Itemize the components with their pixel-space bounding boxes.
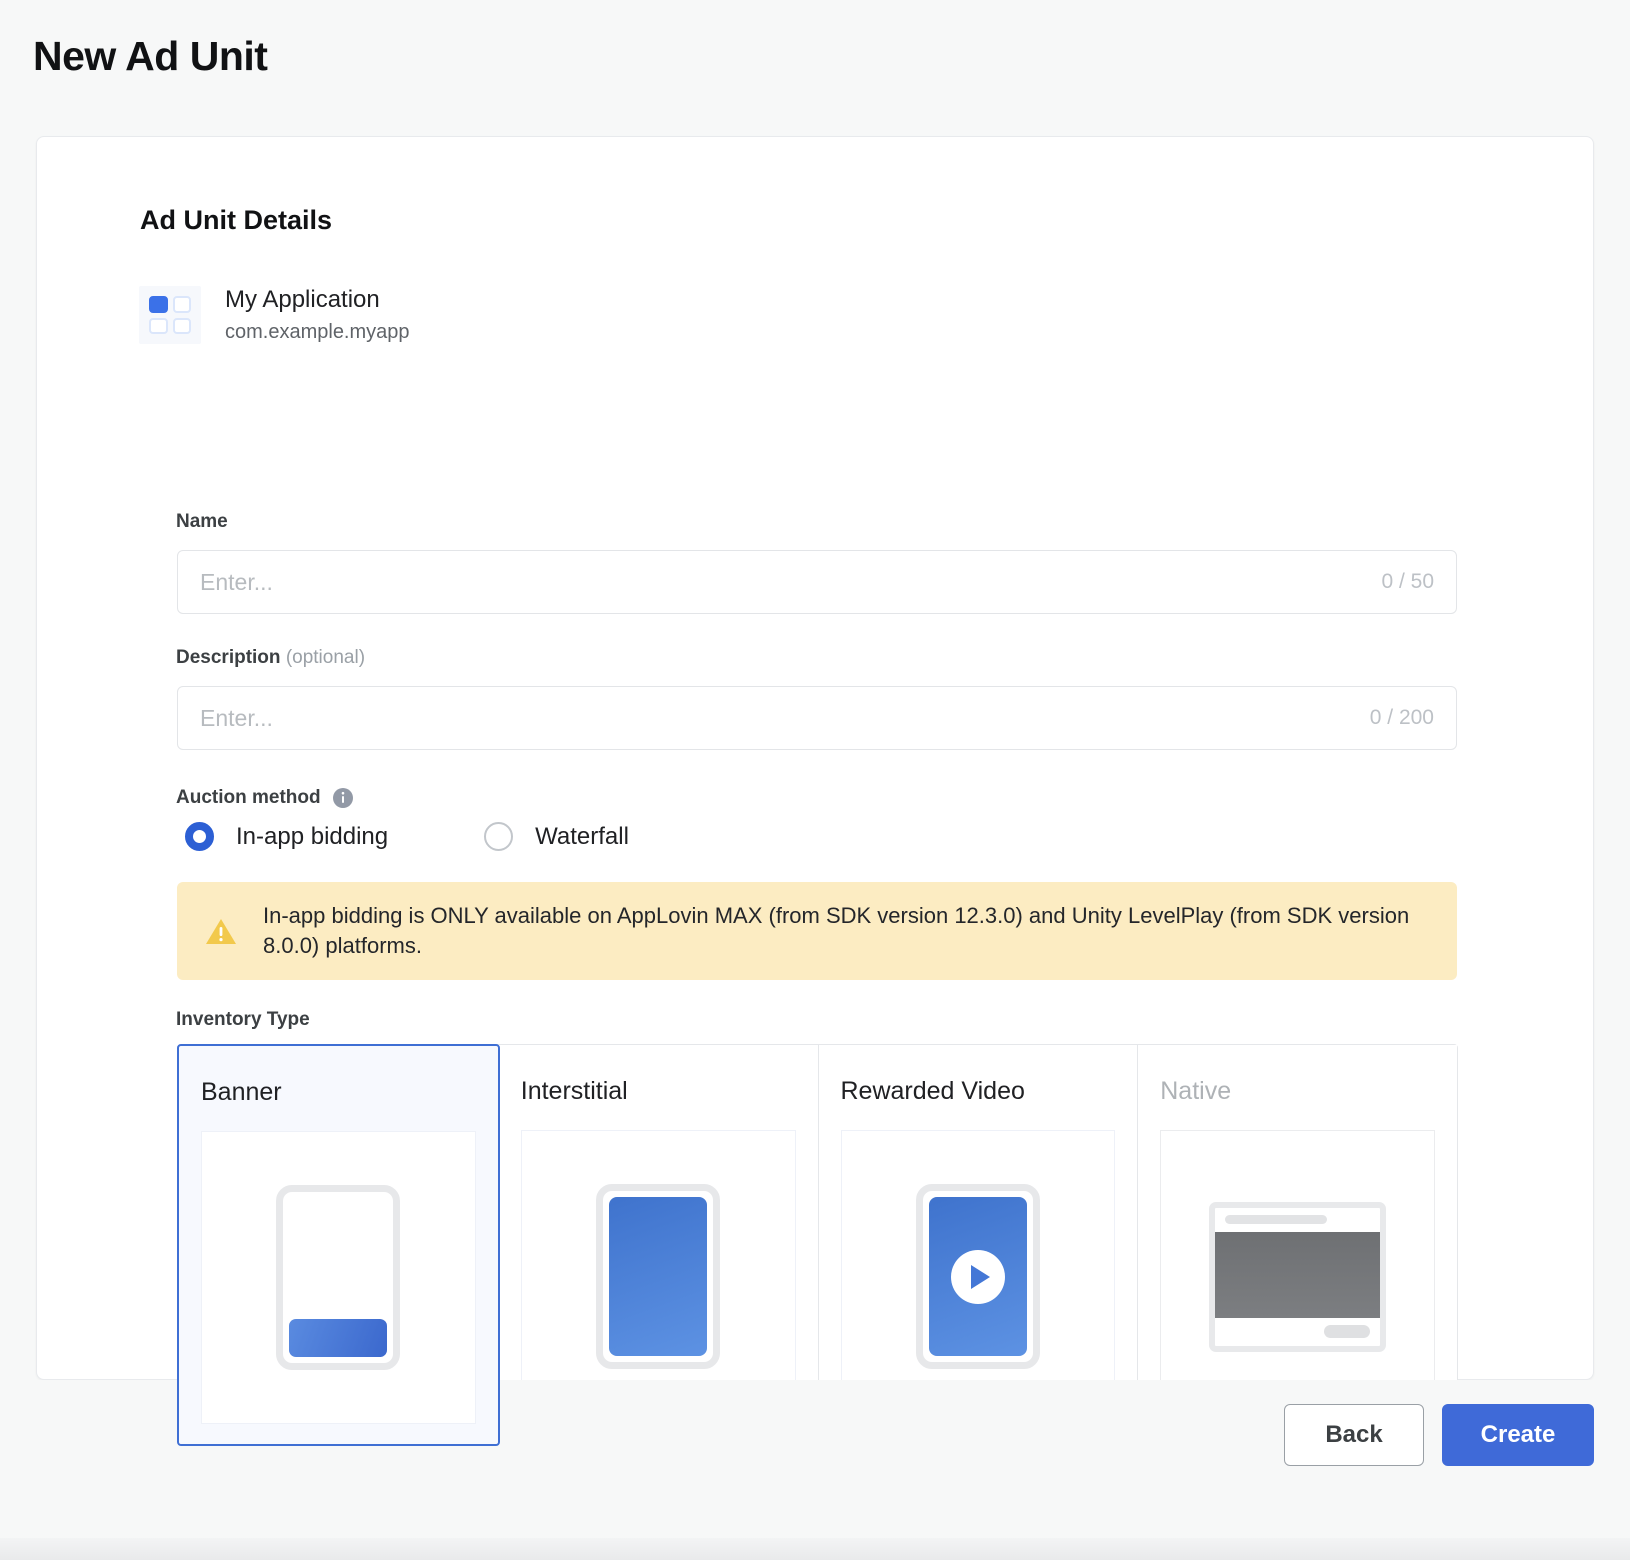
radio-waterfall[interactable]: Waterfall — [484, 822, 629, 851]
inventory-card-rewarded-video-preview — [840, 1130, 1116, 1423]
inventory-card-banner-title: Banner — [201, 1078, 282, 1106]
info-icon[interactable] — [331, 786, 355, 810]
fullscreen-fill-shape — [928, 1197, 1027, 1356]
inventory-type-grid: Banner Interstitial Rewarded Video — [177, 1044, 1458, 1446]
name-input[interactable]: Enter... 0 / 50 — [177, 550, 1457, 614]
phone-banner-icon — [276, 1185, 401, 1370]
inventory-card-native-preview — [1160, 1130, 1435, 1423]
app-name: My Application — [225, 286, 380, 313]
name-input-counter: 0 / 50 — [1381, 570, 1434, 593]
description-input-placeholder: Enter... — [200, 704, 273, 731]
native-headline-bar-shape — [1225, 1214, 1328, 1224]
inventory-card-rewarded-video[interactable]: Rewarded Video — [818, 1045, 1139, 1445]
auction-method-radio-group: In-app bidding Waterfall — [185, 822, 629, 851]
fullscreen-fill-shape — [609, 1197, 708, 1356]
app-grid-cell-1 — [149, 296, 168, 313]
ad-unit-details-card: Ad Unit Details My Application com.examp… — [36, 136, 1594, 1446]
inventory-card-native: Native — [1138, 1045, 1457, 1445]
app-text-block: My Application com.example.myapp — [225, 285, 410, 345]
bottom-strip — [0, 1538, 1630, 1560]
phone-play-icon — [915, 1184, 1040, 1369]
name-label: Name — [176, 511, 228, 532]
native-cta-pill-shape — [1324, 1325, 1371, 1338]
description-label: Description (optional) — [176, 647, 366, 668]
create-button[interactable]: Create — [1442, 1404, 1594, 1466]
app-grid-cell-2 — [172, 296, 191, 313]
inventory-card-rewarded-video-title: Rewarded Video — [840, 1077, 1025, 1105]
back-button[interactable]: Back — [1284, 1404, 1424, 1466]
description-optional-suffix: (optional) — [285, 647, 366, 668]
inventory-card-interstitial-preview — [520, 1130, 796, 1423]
in-app-bidding-warning-banner: In-app bidding is ONLY available on AppL… — [177, 882, 1457, 980]
page-title: New Ad Unit — [33, 33, 268, 79]
warning-triangle-icon — [203, 913, 239, 949]
radio-in-app-bidding-label: In-app bidding — [236, 822, 389, 850]
inventory-card-interstitial[interactable]: Interstitial — [498, 1045, 819, 1445]
app-grid-cell-3 — [149, 317, 168, 335]
application-row: My Application com.example.myapp — [139, 285, 410, 345]
inventory-type-label: Inventory Type — [176, 1009, 310, 1030]
radio-in-app-bidding[interactable]: In-app bidding — [185, 822, 388, 851]
description-input-counter: 0 / 200 — [1369, 706, 1434, 729]
native-cta-row — [1215, 1318, 1380, 1346]
radio-waterfall-mark — [484, 822, 514, 851]
inventory-card-interstitial-title: Interstitial — [520, 1077, 628, 1105]
footer-actions: Back Create — [1284, 1404, 1594, 1466]
inventory-card-banner[interactable]: Banner — [177, 1044, 500, 1446]
play-triangle-shape — [970, 1264, 990, 1289]
banner-bar-shape — [289, 1319, 388, 1357]
play-icon — [950, 1249, 1005, 1304]
phone-fullscreen-icon — [596, 1184, 721, 1369]
native-layout-icon — [1209, 1201, 1387, 1352]
section-title: Ad Unit Details — [140, 205, 333, 235]
radio-in-app-bidding-mark — [185, 822, 214, 851]
description-input[interactable]: Enter... 0 / 200 — [177, 686, 1457, 750]
inventory-card-banner-preview — [201, 1131, 476, 1424]
radio-waterfall-label: Waterfall — [535, 822, 629, 850]
app-package: com.example.myapp — [225, 320, 410, 343]
app-grid-cell-4 — [172, 317, 191, 335]
app-grid-icon — [139, 286, 201, 345]
warning-message: In-app bidding is ONLY available on AppL… — [263, 903, 1410, 958]
native-image-area-shape — [1215, 1231, 1381, 1318]
inventory-card-native-title: Native — [1160, 1077, 1232, 1105]
auction-method-label: Auction method — [176, 786, 355, 810]
name-input-placeholder: Enter... — [200, 568, 273, 595]
